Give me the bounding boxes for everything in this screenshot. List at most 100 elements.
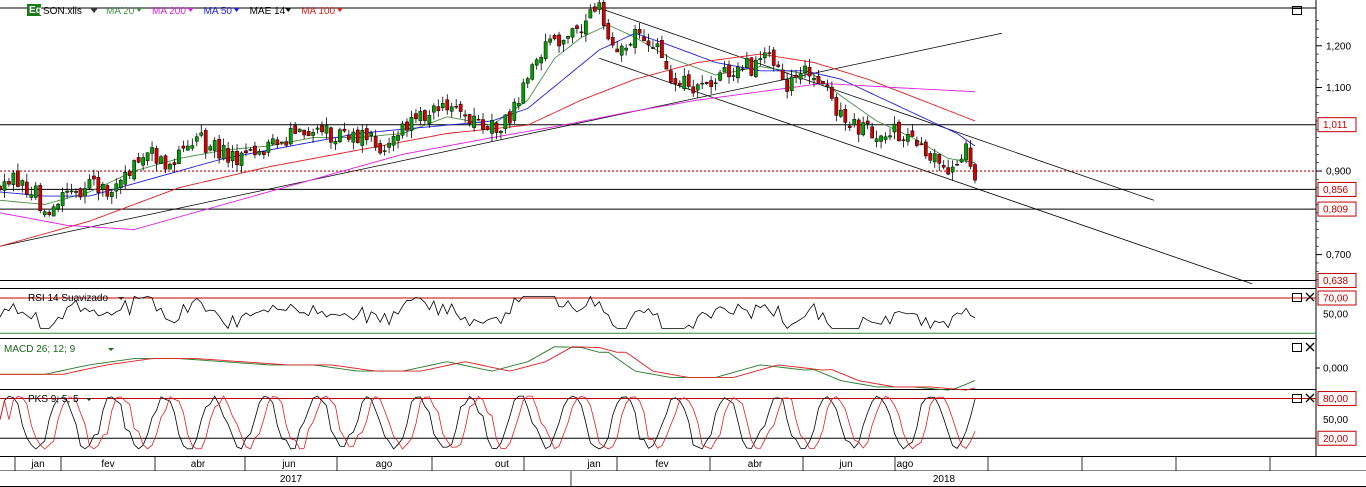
candle-body[interactable] — [646, 40, 651, 46]
candle-body[interactable] — [570, 28, 575, 38]
candle-body[interactable] — [619, 45, 624, 56]
candle-body[interactable] — [418, 111, 423, 122]
candle-body[interactable] — [217, 138, 222, 159]
candle-body[interactable] — [391, 136, 396, 146]
legend-dropdown-icon[interactable] — [233, 8, 240, 12]
candle-body[interactable] — [56, 203, 60, 210]
candle-body[interactable] — [7, 181, 11, 185]
candle-body[interactable] — [789, 76, 794, 92]
candle-body[interactable] — [409, 117, 414, 131]
rsi-line[interactable] — [0, 295, 976, 330]
macd-panel[interactable] — [0, 346, 976, 391]
candle-body[interactable] — [727, 64, 731, 78]
candle-body[interactable] — [579, 31, 584, 34]
candle-body[interactable] — [11, 172, 16, 185]
candle-body[interactable] — [508, 111, 512, 124]
candle-body[interactable] — [597, 2, 602, 10]
candle-body[interactable] — [400, 123, 405, 136]
candle-body[interactable] — [534, 59, 539, 66]
candle-body[interactable] — [700, 82, 705, 85]
candle-body[interactable] — [244, 150, 248, 154]
candle-body[interactable] — [436, 106, 441, 112]
candle-body[interactable] — [838, 109, 843, 117]
candle-body[interactable] — [42, 211, 47, 216]
candle-body[interactable] — [208, 146, 213, 151]
legend-dropdown-icon[interactable] — [136, 8, 142, 12]
candle-body[interactable] — [852, 118, 857, 126]
price-panel[interactable] — [0, 0, 1316, 288]
candle-body[interactable] — [481, 119, 485, 130]
candle-body[interactable] — [910, 130, 915, 137]
candle-body[interactable] — [74, 191, 78, 193]
candle-body[interactable] — [203, 130, 208, 153]
candle-body[interactable] — [709, 80, 713, 87]
pks-level-tag[interactable] — [1317, 430, 1357, 446]
candle-body[interactable] — [624, 47, 628, 51]
candle-body[interactable] — [38, 185, 43, 211]
candle-body[interactable] — [248, 149, 253, 151]
candle-body[interactable] — [297, 128, 302, 132]
legend-item[interactable]: MA 50 — [204, 6, 233, 17]
candle-body[interactable] — [753, 59, 758, 77]
candle-body[interactable] — [279, 141, 284, 144]
candle-body[interactable] — [633, 28, 637, 48]
pks-dropdown-icon[interactable] — [86, 398, 92, 401]
candle-body[interactable] — [405, 121, 409, 131]
candle-body[interactable] — [132, 160, 137, 180]
candle-body[interactable] — [516, 103, 521, 107]
candle-body[interactable] — [785, 79, 790, 92]
candle-body[interactable] — [588, 9, 593, 19]
pks-close-icon[interactable] — [1305, 393, 1315, 403]
candle-body[interactable] — [168, 163, 172, 170]
candle-body[interactable] — [118, 179, 123, 189]
candle-body[interactable] — [660, 40, 664, 59]
price-maximize-icon[interactable] — [1292, 6, 1302, 15]
candle-body[interactable] — [150, 147, 154, 154]
candle-body[interactable] — [226, 148, 230, 163]
pks-panel[interactable] — [0, 395, 1316, 450]
candle-body[interactable] — [673, 78, 678, 85]
candle-body[interactable] — [463, 114, 467, 117]
candle-body[interactable] — [387, 142, 391, 148]
candle-body[interactable] — [33, 185, 38, 198]
candle-body[interactable] — [575, 25, 579, 29]
candle-body[interactable] — [445, 99, 450, 111]
candle-body[interactable] — [530, 64, 535, 80]
candle-body[interactable] — [123, 171, 128, 185]
candle-body[interactable] — [16, 170, 20, 187]
macd-close-icon[interactable] — [1305, 342, 1315, 352]
candle-body[interactable] — [834, 97, 839, 116]
candle-body[interactable] — [610, 37, 615, 46]
candle-body[interactable] — [311, 132, 315, 136]
candle-body[interactable] — [427, 115, 432, 124]
candle-body[interactable] — [270, 138, 275, 145]
candle-body[interactable] — [159, 156, 163, 164]
candle-body[interactable] — [454, 106, 459, 108]
candle-body[interactable] — [888, 135, 892, 138]
candle-body[interactable] — [677, 83, 682, 86]
candle-body[interactable] — [382, 150, 387, 152]
candle-body[interactable] — [20, 180, 25, 186]
candle-body[interactable] — [65, 190, 69, 193]
candle-body[interactable] — [552, 34, 557, 40]
candle-body[interactable] — [105, 185, 110, 197]
candle-body[interactable] — [776, 64, 781, 67]
candle-body[interactable] — [745, 58, 749, 69]
candle-body[interactable] — [490, 120, 494, 134]
candle-body[interactable] — [722, 67, 727, 73]
candle-body[interactable] — [767, 52, 772, 54]
candle-body[interactable] — [235, 150, 239, 166]
candle-body[interactable] — [968, 147, 973, 167]
candle-body[interactable] — [467, 114, 472, 124]
candle-body[interactable] — [964, 143, 968, 161]
legend-item[interactable]: MA 20 — [106, 6, 135, 17]
candle-body[interactable] — [78, 188, 83, 198]
candle-body[interactable] — [364, 128, 369, 141]
candle-body[interactable] — [154, 148, 159, 164]
candle-body[interactable] — [29, 194, 34, 198]
candle-body[interactable] — [937, 154, 942, 164]
pks-d-line[interactable] — [0, 395, 976, 450]
symbol-dropdown-icon[interactable] — [90, 8, 98, 13]
candle-body[interactable] — [320, 125, 324, 133]
candle-body[interactable] — [221, 145, 226, 160]
